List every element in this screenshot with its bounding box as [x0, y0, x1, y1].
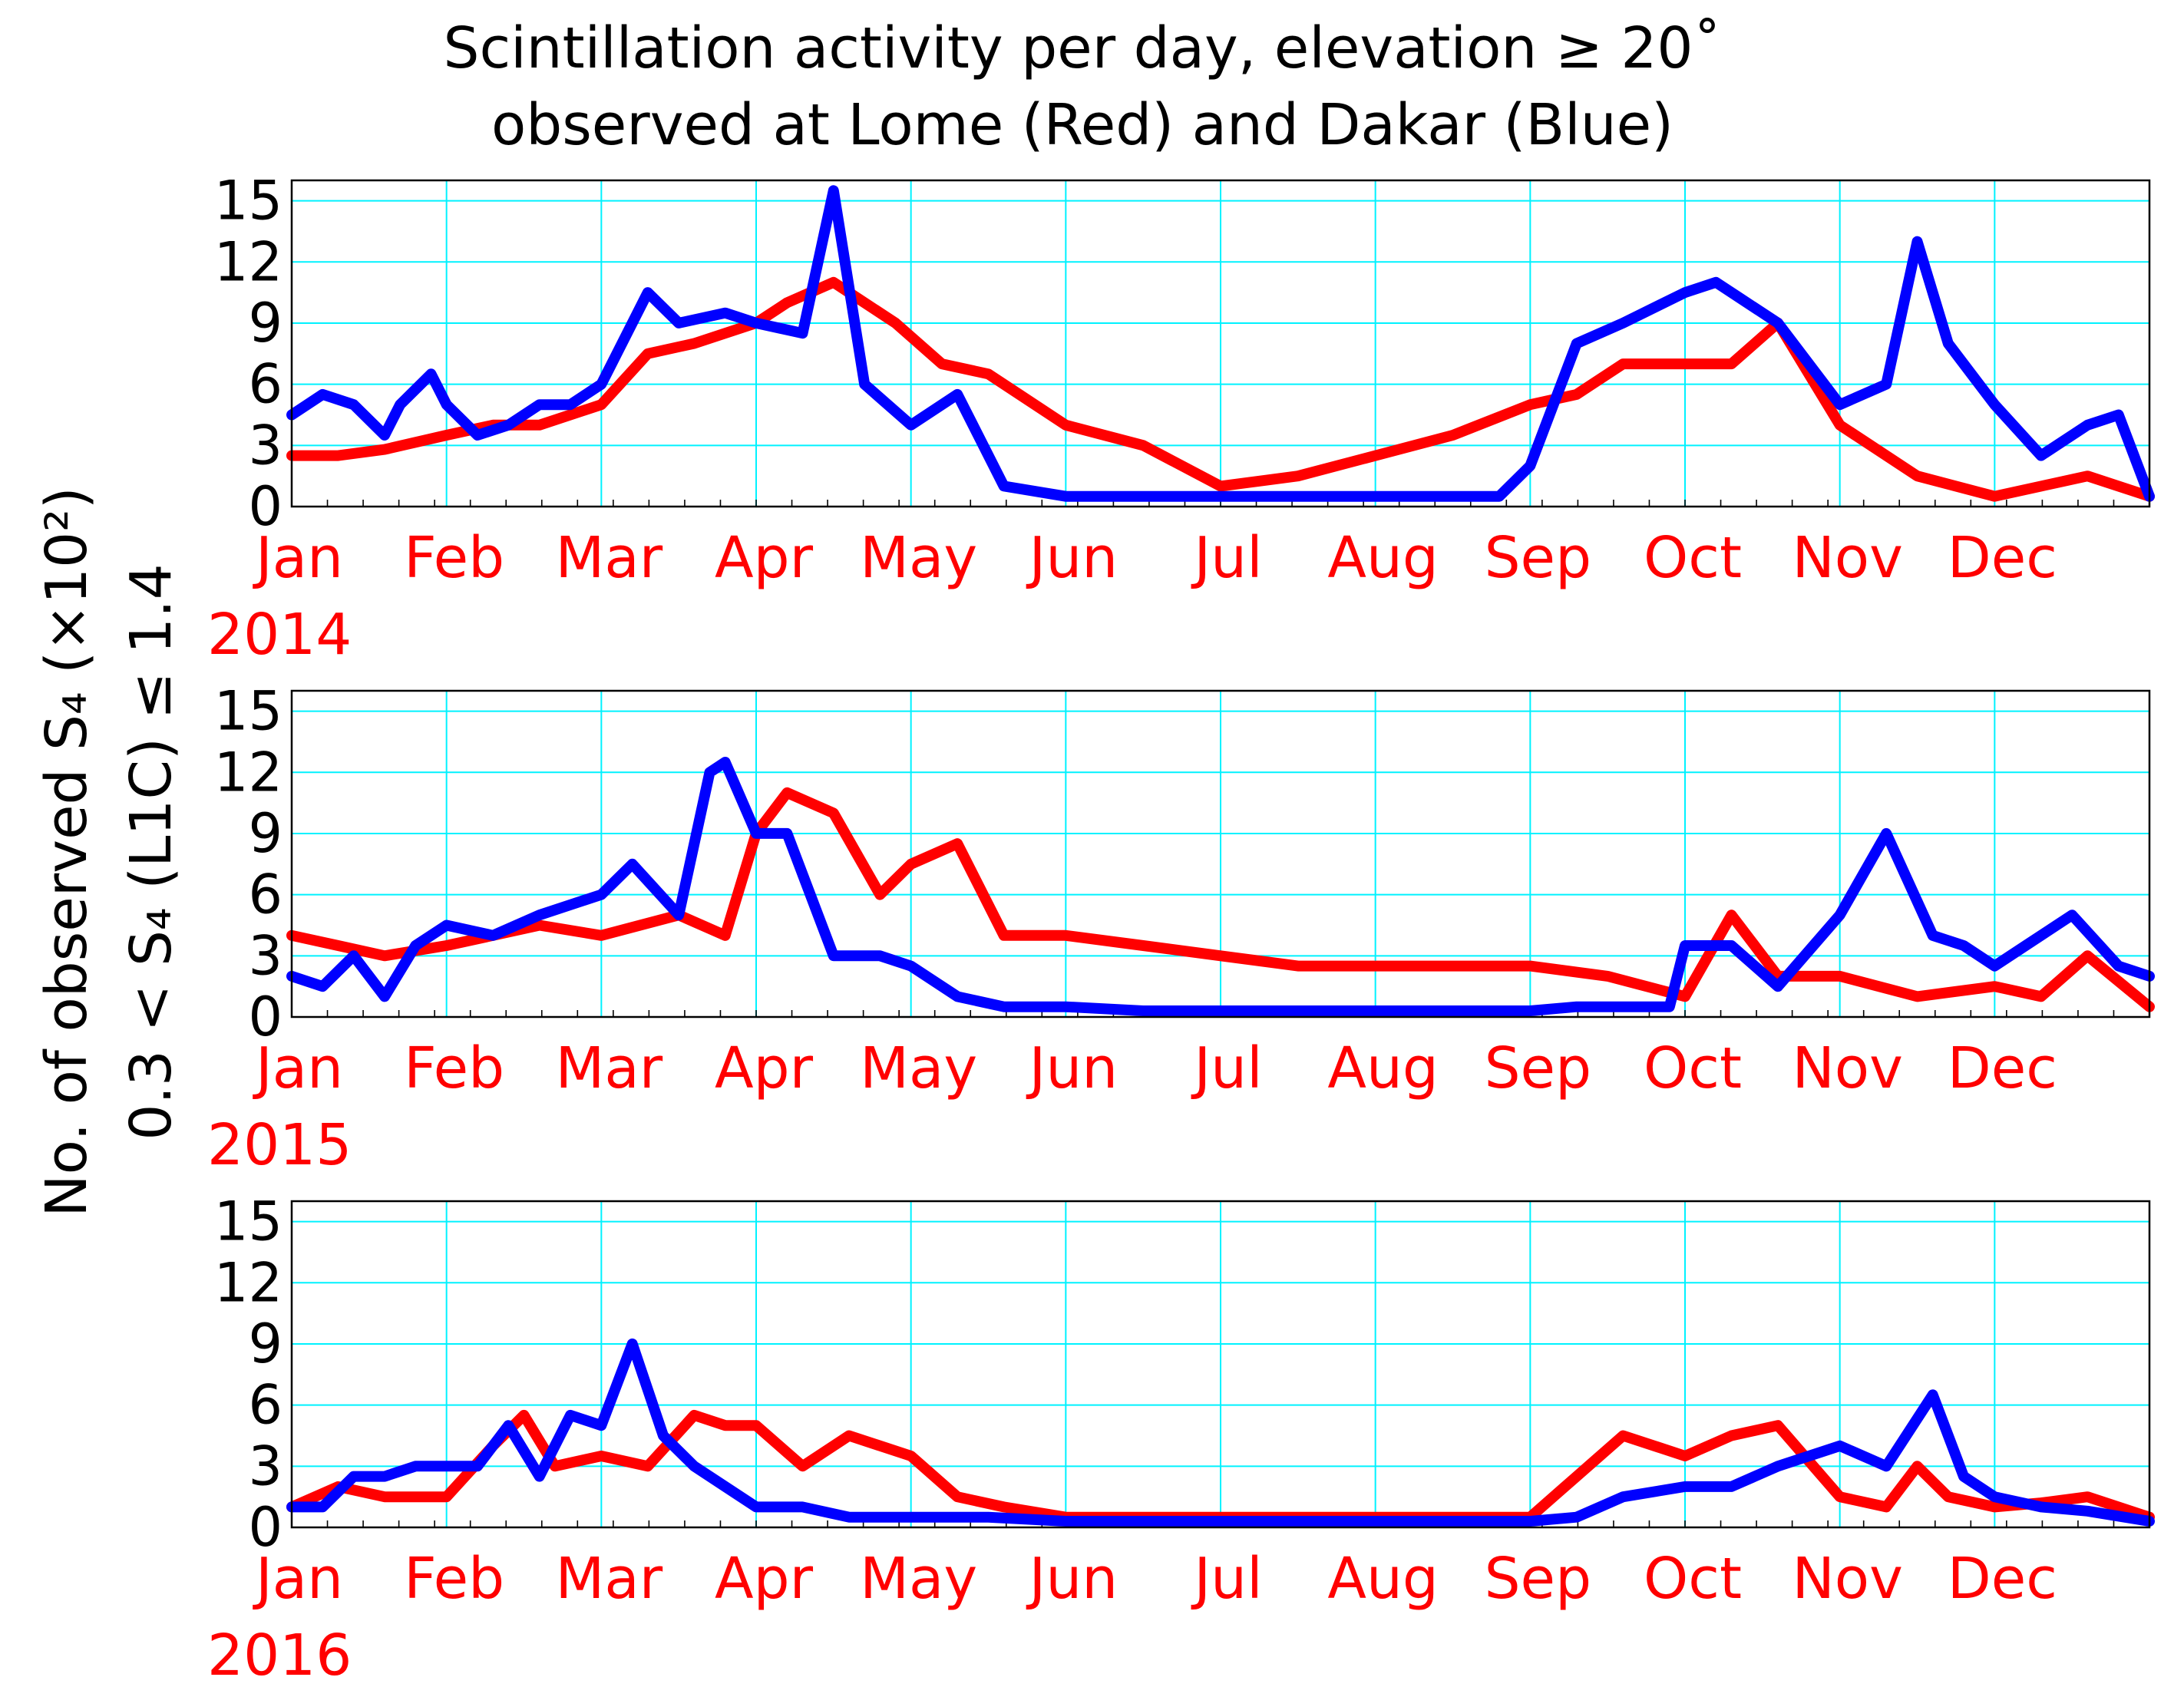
series-line-dakar-2014: [286, 185, 2155, 502]
y-tick-label: 12: [214, 741, 282, 804]
y-axis-label-line-1: No. of observed S₄ (×10²): [34, 487, 100, 1217]
year-label: 2014: [207, 602, 352, 668]
y-tick-label: 15: [214, 170, 282, 233]
series-line-dakar-2015: [286, 757, 2155, 1016]
x-tick-label: Nov: [1792, 1546, 1902, 1612]
x-tick-label: Feb: [404, 525, 504, 591]
y-tick-label: 15: [214, 680, 282, 743]
y-tick-label: 12: [214, 230, 282, 293]
x-tick-label: Mar: [556, 525, 663, 591]
y-tick-label: 6: [248, 353, 282, 416]
y-tick-label: 3: [248, 924, 282, 987]
y-tick-label: 15: [214, 1190, 282, 1253]
x-tick-label: Apr: [715, 525, 814, 591]
y-axis-label-line-2: 0.3 < S₄ (L1C) ≤ 1.4: [118, 563, 184, 1140]
x-tick-label: Sep: [1485, 525, 1591, 591]
x-tick-label: Aug: [1327, 1035, 1439, 1101]
year-label: 2015: [207, 1112, 352, 1178]
y-tick-label: 9: [248, 802, 282, 865]
x-tick-label: Dec: [1948, 1035, 2057, 1101]
y-tick-label: 9: [248, 292, 282, 355]
x-tick-label: Dec: [1948, 1546, 2057, 1612]
x-tick-label: Sep: [1485, 1035, 1591, 1101]
chart-title-line-1: Scintillation activity per day, elevatio…: [443, 15, 1721, 81]
x-tick-label: Jan: [253, 1035, 343, 1101]
series-line-lome-2015: [286, 787, 2155, 1012]
x-tick-label: Jul: [1191, 525, 1262, 591]
x-tick-label: Oct: [1644, 1035, 1742, 1101]
chart-title-line-2: observed at Lome (Red) and Dakar (Blue): [491, 92, 1674, 158]
plot-frame: [290, 1200, 2151, 1529]
x-tick-label: Apr: [715, 1035, 814, 1101]
x-tick-label: Jan: [253, 1546, 343, 1612]
y-tick-label: 0: [248, 1496, 282, 1559]
x-tick-label: Nov: [1792, 525, 1902, 591]
series-line-dakar-2016: [286, 1338, 2155, 1527]
y-tick-label: 3: [248, 1435, 282, 1497]
x-tick-label: Jul: [1191, 1546, 1262, 1612]
x-tick-label: Jun: [1026, 1035, 1118, 1101]
x-tick-label: May: [860, 1035, 977, 1101]
x-tick-label: May: [860, 1546, 977, 1612]
x-tick-label: Sep: [1485, 1546, 1591, 1612]
x-tick-label: Jun: [1026, 1546, 1118, 1612]
year-label: 2016: [207, 1623, 352, 1689]
y-tick-label: 0: [248, 475, 282, 538]
x-tick-label: Oct: [1644, 525, 1742, 591]
y-tick-label: 6: [248, 1374, 282, 1437]
x-tick-label: Jan: [253, 525, 343, 591]
plot-frame: [290, 689, 2151, 1019]
x-tick-label: Nov: [1792, 1035, 1902, 1101]
x-tick-label: Feb: [404, 1035, 504, 1101]
y-tick-label: 0: [248, 986, 282, 1048]
x-tick-label: Aug: [1327, 525, 1439, 591]
y-tick-label: 6: [248, 863, 282, 926]
x-tick-label: Aug: [1327, 1546, 1439, 1612]
x-tick-label: Oct: [1644, 1546, 1742, 1612]
x-tick-label: May: [860, 525, 977, 591]
series-line-lome-2014: [286, 276, 2155, 502]
x-tick-label: Jul: [1191, 1035, 1262, 1101]
y-tick-label: 9: [248, 1312, 282, 1375]
x-tick-label: Dec: [1948, 525, 2057, 591]
x-tick-label: Apr: [715, 1546, 814, 1612]
y-tick-label: 3: [248, 414, 282, 477]
x-tick-label: Feb: [404, 1546, 504, 1612]
plot-frame: [290, 179, 2151, 508]
x-tick-label: Mar: [556, 1035, 663, 1101]
x-tick-label: Mar: [556, 1546, 663, 1612]
x-tick-label: Jun: [1026, 525, 1118, 591]
y-tick-label: 12: [214, 1251, 282, 1314]
